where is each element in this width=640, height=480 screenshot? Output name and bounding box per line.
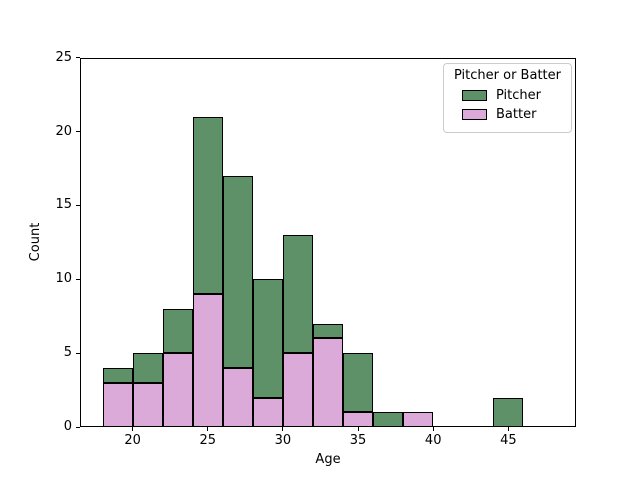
bars-layer xyxy=(80,58,576,428)
legend-title: Pitcher or Batter xyxy=(454,68,561,83)
y-tick-mark xyxy=(76,204,80,206)
batter-swatch-icon xyxy=(462,109,487,120)
bar-segment-pitcher-bin28 xyxy=(252,279,283,398)
bar-segment-pitcher-bin18 xyxy=(102,368,133,383)
bar-segment-pitcher-bin34 xyxy=(343,353,374,413)
x-tick-mark xyxy=(132,427,134,432)
plot-border xyxy=(80,57,576,428)
bar-segment-pitcher-bin20 xyxy=(132,353,163,383)
bar-segment-pitcher-bin30 xyxy=(282,235,313,354)
y-tick-mark xyxy=(76,131,80,133)
y-tick-label: 10 xyxy=(55,271,72,287)
y-tick-label: 0 xyxy=(63,419,72,435)
legend-entry-label: Batter xyxy=(496,107,537,122)
y-tick-mark xyxy=(76,57,80,59)
y-tick-mark xyxy=(76,278,80,280)
legend: Pitcher or Batter Pitcher Batter xyxy=(443,63,572,133)
x-axis-label: Age xyxy=(315,452,341,467)
y-tick-label: 20 xyxy=(55,123,72,139)
legend-entry-batter: Batter xyxy=(450,107,565,122)
y-tick-label: 15 xyxy=(55,197,72,213)
y-tick-label: 25 xyxy=(55,49,72,65)
x-tick-mark xyxy=(357,427,359,432)
bar-segment-batter-bin30 xyxy=(282,353,313,428)
legend-entry-pitcher: Pitcher xyxy=(450,88,565,103)
x-tick-label: 25 xyxy=(199,433,217,449)
x-tick-mark xyxy=(507,427,509,432)
y-axis-label: Count xyxy=(28,222,43,262)
bar-segment-batter-bin26 xyxy=(222,368,253,428)
x-tick-mark xyxy=(432,427,434,432)
y-tick-label: 5 xyxy=(63,345,72,361)
bar-segment-pitcher-bin26 xyxy=(222,175,253,369)
x-tick-label: 40 xyxy=(424,433,442,449)
bar-segment-pitcher-bin32 xyxy=(312,323,344,339)
x-tick-label: 45 xyxy=(500,433,517,449)
bar-segment-batter-bin22 xyxy=(162,353,193,428)
bar-segment-batter-bin24 xyxy=(192,294,223,428)
bar-segment-pitcher-bin22 xyxy=(162,308,193,354)
plot-area xyxy=(80,57,576,428)
x-tick-mark xyxy=(282,427,284,432)
x-tick-label: 20 xyxy=(124,433,141,449)
x-tick-label: 30 xyxy=(274,433,292,449)
bar-segment-batter-bin18 xyxy=(102,382,133,428)
y-tick-mark xyxy=(76,426,80,428)
x-tick-mark xyxy=(207,427,209,432)
y-tick-mark xyxy=(76,352,80,354)
pitcher-swatch-icon xyxy=(462,90,487,101)
bar-segment-pitcher-bin24 xyxy=(192,116,223,295)
x-tick-label: 35 xyxy=(349,433,367,449)
legend-entry-label: Pitcher xyxy=(496,88,541,103)
bar-segment-pitcher-bin44 xyxy=(493,397,524,428)
